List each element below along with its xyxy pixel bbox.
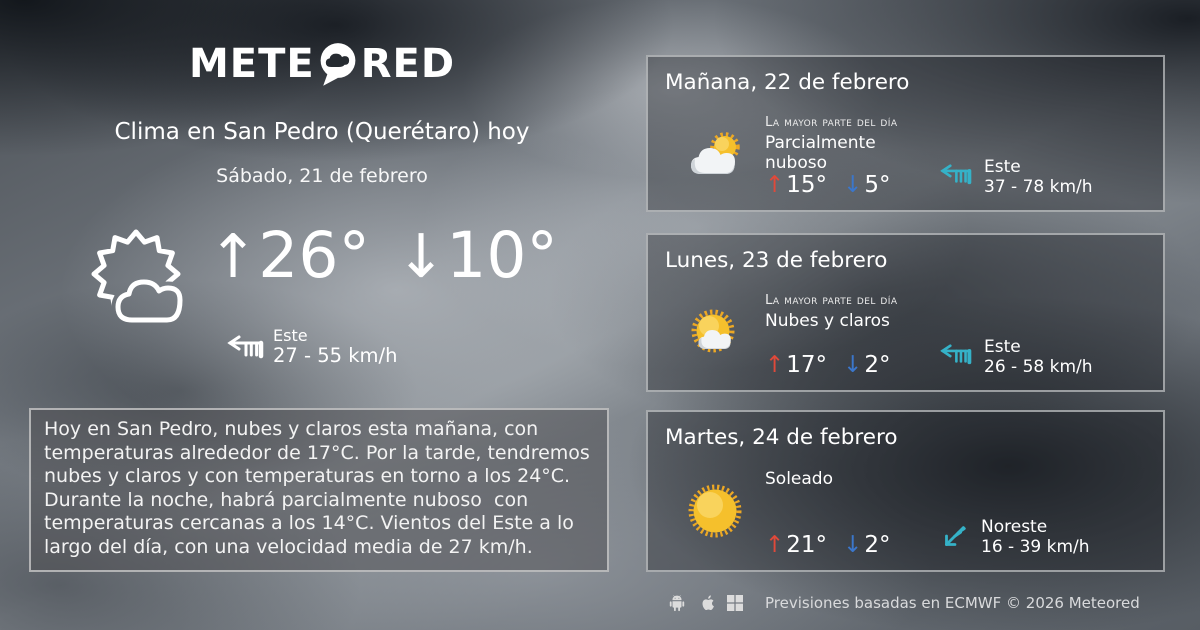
cloud-speech-bubble-icon bbox=[318, 42, 358, 86]
card-day-title: Mañana, 22 de febrero bbox=[665, 70, 910, 95]
period-label: La mayor parte del día bbox=[765, 292, 898, 308]
card-temp-min: 5° bbox=[864, 172, 891, 198]
logo-text-left: METE bbox=[188, 41, 315, 87]
forecast-summary-text: Hoy en San Pedro, nubes y claros esta ma… bbox=[29, 408, 609, 572]
today-temp-min: 10° bbox=[446, 219, 558, 292]
wind-barb-east-icon bbox=[939, 344, 972, 370]
card-wind-speed: 37 - 78 km/h bbox=[984, 177, 1093, 197]
wind-barb-east-icon bbox=[939, 164, 972, 190]
card-wind: Este 37 - 78 km/h bbox=[939, 157, 1143, 198]
today-min-pair: ↓10° bbox=[396, 221, 558, 290]
up-arrow-icon: ↑ bbox=[765, 531, 785, 558]
today-wind-speed: 27 - 55 km/h bbox=[273, 344, 398, 367]
today-temperatures: ↑26° ↓10° bbox=[208, 221, 558, 290]
logo-text-right: RED bbox=[360, 41, 456, 87]
wind-barb-east-icon bbox=[226, 327, 264, 365]
sun-behind-cloud-outline-icon bbox=[84, 226, 190, 336]
today-max-pair: ↑26° bbox=[208, 221, 370, 290]
card-temp-max: 21° bbox=[786, 531, 828, 558]
down-arrow-icon: ↓ bbox=[395, 222, 447, 292]
card-temp-max: 17° bbox=[786, 351, 828, 378]
up-arrow-icon: ↑ bbox=[765, 172, 785, 198]
card-wind-direction: Noreste bbox=[981, 517, 1048, 537]
down-arrow-icon: ↓ bbox=[843, 351, 863, 378]
down-arrow-icon: ↓ bbox=[843, 172, 863, 198]
card-wind-speed: 26 - 58 km/h bbox=[984, 357, 1093, 377]
attribution-text: Previsiones basadas en ECMWF © 2026 Mete… bbox=[765, 594, 1140, 612]
card-wind-direction: Este bbox=[984, 337, 1021, 357]
forecast-card-tuesday[interactable]: Martes, 24 de febrero Soleado ↑ 21° ↓ 2° bbox=[646, 410, 1165, 572]
up-arrow-icon: ↑ bbox=[208, 222, 259, 292]
card-temperatures: ↑ 21° ↓ 2° bbox=[765, 531, 939, 558]
today-wind: Este 27 - 55 km/h bbox=[226, 327, 397, 367]
card-temp-min: 2° bbox=[864, 351, 891, 378]
card-temperatures: ↑ 17° ↓ 2° bbox=[765, 351, 939, 378]
footer: Previsiones basadas en ECMWF © 2026 Mete… bbox=[668, 593, 1140, 613]
android-icon bbox=[668, 594, 686, 613]
card-wind-direction: Este bbox=[984, 157, 1021, 177]
card-day-title: Lunes, 23 de febrero bbox=[665, 248, 888, 273]
windows-icon bbox=[727, 595, 743, 611]
up-arrow-icon: ↑ bbox=[765, 351, 785, 378]
card-temp-max: 15° bbox=[786, 172, 828, 198]
card-wind: Este 26 - 58 km/h bbox=[939, 337, 1143, 378]
sun-with-small-cloud-icon bbox=[665, 287, 765, 378]
forecast-card-monday[interactable]: Lunes, 23 de febrero La mayor parte del … bbox=[646, 233, 1165, 392]
wind-barb-northeast-icon bbox=[939, 522, 969, 552]
today-temp-max: 26° bbox=[258, 219, 370, 292]
sun-icon bbox=[665, 464, 765, 558]
card-temperatures: ↑ 15° ↓ 5° bbox=[765, 172, 939, 198]
condition-label: Parcialmente nuboso bbox=[765, 133, 876, 173]
condition-label: Soleado bbox=[765, 469, 833, 489]
apple-icon bbox=[698, 593, 715, 613]
down-arrow-icon: ↓ bbox=[843, 531, 863, 558]
meteored-logo[interactable]: METE RED bbox=[0, 42, 644, 86]
period-label: La mayor parte del día bbox=[765, 114, 898, 130]
page-title: Clima en San Pedro (Querétaro) hoy bbox=[114, 119, 530, 145]
forecast-card-tomorrow[interactable]: Mañana, 22 de febrero La mayor parte del… bbox=[646, 55, 1165, 212]
today-wind-direction: Este bbox=[273, 326, 308, 345]
card-day-title: Martes, 24 de febrero bbox=[665, 425, 898, 450]
condition-label: Nubes y claros bbox=[765, 311, 890, 331]
card-wind: Noreste 16 - 39 km/h bbox=[939, 517, 1143, 558]
card-wind-speed: 16 - 39 km/h bbox=[981, 537, 1090, 557]
card-temp-min: 2° bbox=[864, 531, 891, 558]
cloud-in-front-of-sun-icon bbox=[665, 109, 765, 198]
page-date: Sábado, 21 de febrero bbox=[216, 165, 428, 187]
